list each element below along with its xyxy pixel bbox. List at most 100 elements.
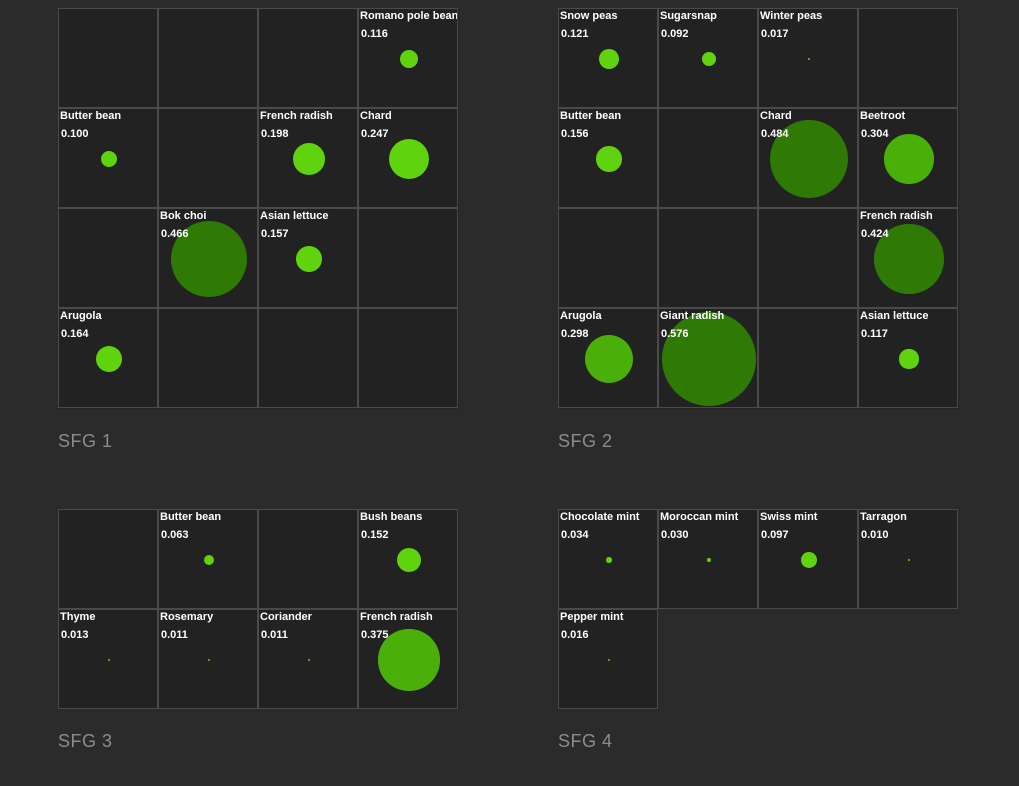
plant-value-label: 0.011 (161, 629, 188, 641)
sfg1-panel: Romano pole bean 0.116 Butter bean 0.100 Fre… (58, 8, 459, 451)
plant-name-label: Butter bean (60, 110, 122, 122)
value-bubble (807, 57, 811, 61)
plant-value-label: 0.466 (161, 228, 189, 240)
empty-grid-cell (258, 509, 358, 609)
grid-cell: Tarragon 0.010 (858, 509, 958, 609)
plant-value-label: 0.304 (861, 128, 889, 140)
plant-name-label: French radish (860, 210, 933, 222)
value-bubble (596, 146, 622, 172)
value-bubble (388, 138, 430, 180)
plant-value-label: 0.100 (61, 128, 89, 140)
plant-name-label: Giant radish (660, 310, 725, 322)
empty-grid-cell (858, 8, 958, 108)
plant-name-label: Rosemary (160, 611, 214, 623)
grid-cell: Swiss mint 0.097 (758, 509, 858, 609)
grid-cell: Butter bean 0.156 (558, 108, 658, 208)
grid-cell: Giant radish 0.576 (658, 308, 758, 408)
plant-name-label: Romano pole bean (360, 10, 458, 22)
plant-value-label: 0.484 (761, 128, 789, 140)
grid-cell: Arugola 0.164 (58, 308, 158, 408)
empty-grid-cell (58, 8, 158, 108)
value-bubble (884, 134, 934, 184)
grid-cell: Rosemary 0.011 (158, 609, 258, 709)
plant-value-label: 0.375 (361, 629, 389, 641)
value-bubble (701, 51, 717, 67)
value-bubble (396, 547, 422, 573)
plant-name-label: Chard (360, 110, 392, 122)
value-bubble (706, 557, 712, 563)
grid-cell: Romano pole bean 0.116 (358, 8, 458, 108)
value-bubble (296, 246, 322, 272)
plant-name-label: French radish (360, 611, 433, 623)
empty-grid-cell (558, 208, 658, 308)
value-bubble (308, 659, 310, 661)
plant-name-label: Snow peas (560, 10, 618, 22)
grid-cell: Butter bean 0.100 (58, 108, 158, 208)
plant-name-label: Bok choi (160, 210, 207, 222)
plant-value-label: 0.576 (661, 328, 689, 340)
grid-cell: Bush beans 0.152 (358, 509, 458, 609)
grid-cell: Chard 0.484 (758, 108, 858, 208)
grid-cell: Beetroot 0.304 (858, 108, 958, 208)
plant-name-label: Thyme (60, 611, 96, 623)
grid-cell: Thyme 0.013 (58, 609, 158, 709)
grid-cell: French radish 0.424 (858, 208, 958, 308)
plant-value-label: 0.116 (361, 28, 388, 40)
sfg2-panel: Snow peas 0.121 Sugarsnap 0.092 Winter peas 0… (558, 8, 959, 451)
plant-value-label: 0.013 (61, 629, 89, 641)
sfg3-grid: Butter bean 0.063 Bush beans 0.152 Thyme 0.01… (58, 509, 459, 709)
plant-name-label: Butter bean (160, 511, 222, 523)
plant-value-label: 0.034 (561, 529, 589, 541)
plant-value-label: 0.092 (661, 28, 689, 40)
plant-value-label: 0.117 (861, 328, 888, 340)
plant-name-label: Bush beans (360, 511, 423, 523)
empty-grid-cell (758, 308, 858, 408)
value-bubble (908, 559, 910, 561)
value-bubble (208, 659, 210, 661)
empty-grid-cell (258, 8, 358, 108)
plant-value-label: 0.157 (261, 228, 289, 240)
grid-cell: Chocolate mint 0.034 (558, 509, 658, 609)
plant-name-label: Chocolate mint (560, 511, 640, 523)
plant-name-label: Pepper mint (560, 611, 624, 623)
plant-value-label: 0.121 (561, 28, 589, 40)
plant-name-label: Chard (760, 110, 792, 122)
sfg2-title: SFG 2 (558, 431, 613, 451)
grid-cell: Chard 0.247 (358, 108, 458, 208)
plant-value-label: 0.152 (361, 529, 389, 541)
grid-cell: Snow peas 0.121 (558, 8, 658, 108)
value-bubble (107, 658, 111, 662)
grid-cell: French radish 0.198 (258, 108, 358, 208)
grid-cell: Asian lettuce 0.117 (858, 308, 958, 408)
grid-cell: Butter bean 0.063 (158, 509, 258, 609)
plant-name-label: Asian lettuce (260, 210, 329, 222)
value-bubble (769, 119, 849, 199)
plant-name-label: Tarragon (860, 511, 907, 523)
value-bubble (606, 557, 612, 563)
plant-value-label: 0.063 (161, 529, 189, 541)
plant-value-label: 0.198 (261, 128, 289, 140)
grid-cell: Sugarsnap 0.092 (658, 8, 758, 108)
plant-name-label: Asian lettuce (860, 310, 929, 322)
plant-name-label: Arugola (560, 310, 602, 322)
plant-value-label: 0.156 (561, 128, 589, 140)
sfg4-grid: Chocolate mint 0.034 Moroccan mint 0.030 Swi… (558, 509, 959, 709)
plant-name-label: French radish (260, 110, 333, 122)
plant-value-label: 0.016 (561, 629, 589, 641)
plant-value-label: 0.164 (61, 328, 89, 340)
value-bubble (599, 49, 619, 69)
grid-cell: Moroccan mint 0.030 (658, 509, 758, 609)
plant-value-label: 0.011 (261, 629, 288, 641)
empty-grid-cell (158, 108, 258, 208)
empty-grid-cell (58, 509, 158, 609)
grid-cell: Asian lettuce 0.157 (258, 208, 358, 308)
sfg3-panel: Butter bean 0.063 Bush beans 0.152 Thyme 0.01… (58, 509, 459, 751)
value-bubble (378, 629, 440, 691)
empty-grid-cell (58, 208, 158, 308)
plant-name-label: Beetroot (860, 110, 906, 122)
value-bubble (203, 554, 215, 566)
plant-value-label: 0.097 (761, 529, 789, 541)
empty-grid-cell (258, 308, 358, 408)
value-bubble (607, 658, 611, 662)
plant-name-label: Arugola (60, 310, 102, 322)
